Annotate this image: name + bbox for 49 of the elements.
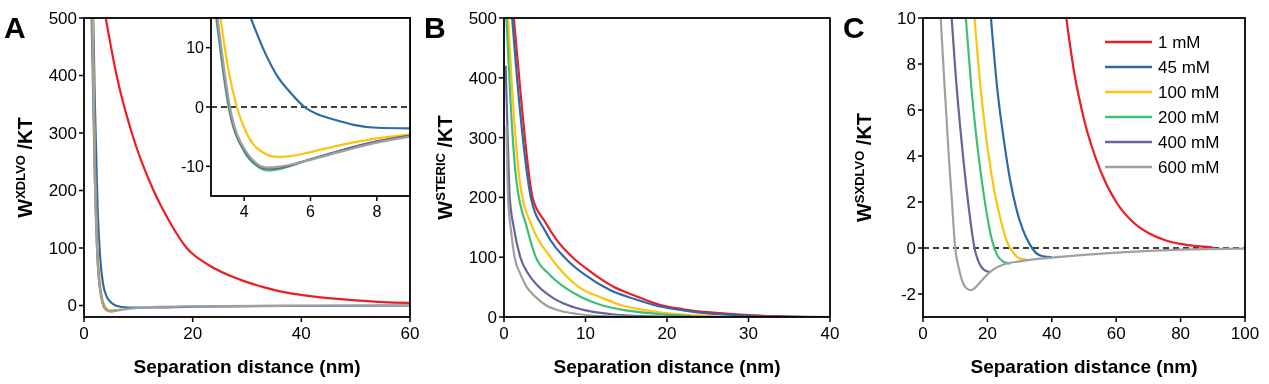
chart-title: B <box>424 11 446 44</box>
x-tick-label: 10 <box>576 323 595 343</box>
y-tick-label: 400 <box>468 68 497 88</box>
y-tick-label: 8 <box>906 54 916 74</box>
y-tick-label: 100 <box>48 238 77 258</box>
x-axis-title: Separation distance (nm) <box>133 356 361 377</box>
legend-label: 1 mM <box>1158 32 1201 52</box>
y-tick-label: -2 <box>900 284 916 304</box>
legend-label: 200 mM <box>1158 107 1220 127</box>
y-tick-label: 0 <box>195 98 205 116</box>
x-tick-label: 80 <box>1171 323 1191 343</box>
x-axis-title: Separation distance (nm) <box>553 356 781 377</box>
x-tick-label: 30 <box>739 323 758 343</box>
y-tick-label: 6 <box>906 100 916 120</box>
x-tick-label: 20 <box>977 323 997 343</box>
x-axis-title: Separation distance (nm) <box>970 356 1198 377</box>
y-tick-label: 4 <box>906 146 916 166</box>
y-tick-label: 500 <box>468 8 497 28</box>
y-tick-label: 500 <box>48 8 77 28</box>
legend-label: 600 mM <box>1158 157 1220 177</box>
y-tick-label: 0 <box>67 296 77 316</box>
y-tick-label: -10 <box>180 157 205 175</box>
y-tick-label: 0 <box>906 238 916 258</box>
y-tick-label: 2 <box>906 192 916 212</box>
chart-title: C <box>843 11 865 44</box>
x-tick-label: 6 <box>306 202 316 220</box>
x-tick-label: 8 <box>372 202 382 220</box>
x-tick-label: 20 <box>183 323 203 343</box>
y-tick-label: 200 <box>468 188 497 208</box>
y-tick-label: 10 <box>897 8 916 28</box>
x-tick-label: 4 <box>239 202 249 220</box>
y-tick-label: 300 <box>48 123 77 143</box>
x-tick-label: 100 <box>1230 323 1260 343</box>
y-tick-label: 100 <box>468 248 497 268</box>
y-tick-label: 0 <box>487 307 497 327</box>
y-tick-label: 200 <box>48 181 77 201</box>
x-tick-label: 20 <box>657 323 677 343</box>
chart-title: A <box>4 11 26 44</box>
y-tick-label: 300 <box>468 128 497 148</box>
x-tick-label: 40 <box>1042 323 1062 343</box>
x-tick-label: 60 <box>400 323 420 343</box>
legend-label: 45 mM <box>1158 57 1210 77</box>
x-tick-label: 40 <box>291 323 311 343</box>
y-tick-label: 400 <box>48 66 77 86</box>
y-tick-label: 10 <box>186 39 205 57</box>
x-tick-label: 60 <box>1106 323 1126 343</box>
legend-label: 400 mM <box>1158 132 1220 152</box>
x-tick-label: 40 <box>820 323 840 343</box>
legend-label: 100 mM <box>1158 82 1220 102</box>
